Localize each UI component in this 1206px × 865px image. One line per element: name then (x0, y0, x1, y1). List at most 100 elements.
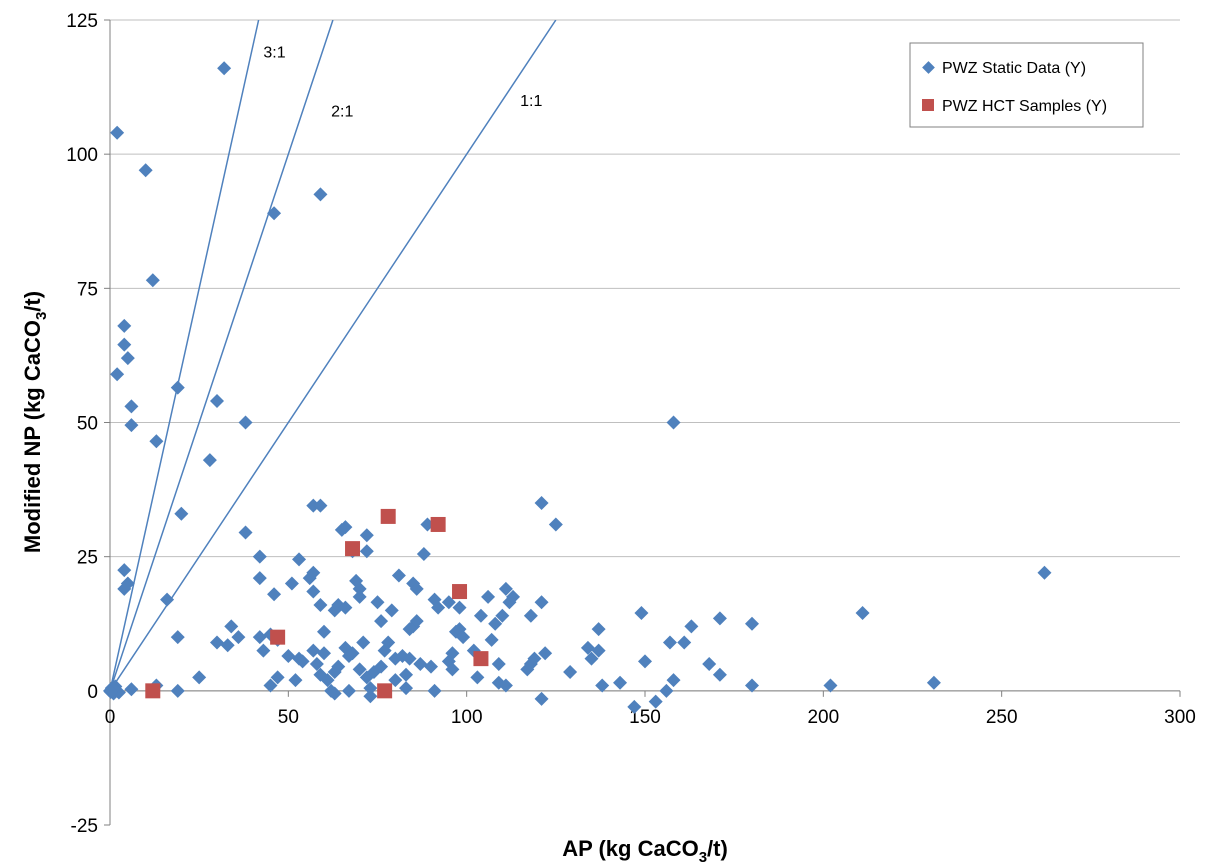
static-data-point (384, 603, 399, 618)
x-tick-label: 250 (986, 707, 1018, 728)
hct-sample-point (452, 584, 468, 600)
static-data-point (170, 380, 185, 395)
static-data-point (256, 643, 271, 658)
static-data-point (359, 528, 374, 543)
static-data-point (238, 525, 253, 540)
legend-label-static: PWZ Static Data (Y) (942, 60, 1086, 77)
static-data-point (481, 589, 496, 604)
ratio-label-1-1: 1:1 (520, 93, 542, 110)
static-data-point (110, 367, 125, 382)
static-data-point (491, 657, 506, 671)
static-data-point (174, 506, 189, 521)
static-data-point (117, 563, 132, 578)
static-data-point (149, 434, 164, 449)
legend: PWZ Static Data (Y) PWZ HCT Samples (Y) (909, 42, 1144, 128)
static-data-point (409, 581, 424, 596)
ratio-lines (110, 20, 557, 692)
static-data-point (823, 678, 838, 693)
static-data-point (120, 576, 135, 591)
static-data-point (170, 683, 185, 698)
hct-sample-point (377, 683, 393, 699)
static-data-point (202, 453, 217, 468)
static-data-point (103, 684, 118, 699)
static-data-point (252, 571, 267, 586)
static-data-point (295, 654, 310, 669)
static-data-point (399, 681, 414, 696)
static-data-point (217, 61, 232, 76)
static-data-point (648, 694, 663, 709)
static-data-point (210, 394, 224, 409)
static-data-point (659, 683, 674, 698)
y-tick-label: 25 (77, 548, 98, 569)
static-data-point (359, 544, 374, 559)
legend-box (909, 42, 1144, 128)
static-data-point (745, 678, 759, 693)
static-data-point (192, 670, 207, 685)
static-data-point (548, 517, 563, 532)
static-data-point (252, 630, 267, 645)
static-data-point (495, 608, 510, 623)
static-data-point (363, 689, 378, 704)
static-data-point (1037, 565, 1052, 580)
static-data-point (666, 673, 681, 688)
static-data-point (538, 646, 553, 661)
static-data-point (306, 584, 321, 599)
static-data-point (352, 581, 367, 596)
static-data-point (341, 683, 356, 698)
static-data-point (352, 662, 367, 677)
static-data-point (431, 600, 446, 615)
y-tick-labels: -25 0 25 50 75 100 125 (66, 11, 98, 837)
ratio-label-3-1: 3:1 (263, 45, 285, 62)
static-data-point (595, 678, 610, 693)
y-tick-label: 0 (87, 682, 98, 703)
static-data-point (292, 552, 307, 567)
static-data-point (288, 673, 303, 688)
static-data-point (638, 654, 652, 669)
static-data-point (399, 667, 414, 682)
x-tick-label: 150 (629, 707, 661, 728)
static-data-point (338, 600, 353, 615)
ratio-label-2-1: 2:1 (331, 104, 353, 121)
static-data-point (424, 659, 438, 674)
static-data-point (409, 614, 424, 629)
static-data-point (252, 549, 267, 564)
static-data-point (313, 187, 328, 202)
static-data-point (313, 597, 328, 612)
y-axis-title: Modified NP (kg CaCO3/t) (20, 291, 50, 553)
static-data-point (270, 670, 285, 685)
static-data-point (281, 648, 296, 663)
x-tick-label: 300 (1164, 707, 1196, 728)
static-data-point (238, 415, 253, 430)
y-tick-label: 100 (66, 145, 98, 166)
static-data-point (634, 606, 649, 621)
static-data-point (263, 678, 278, 693)
static-data-point (677, 635, 692, 650)
static-data-point (473, 608, 488, 623)
static-data-point (345, 646, 360, 661)
static-data-point (210, 635, 224, 650)
static-data-point (591, 622, 606, 637)
static-data-point (534, 691, 549, 706)
static-data-point (484, 632, 499, 647)
ratio-line-3-1 (110, 20, 260, 691)
static-data-point (267, 206, 282, 221)
static-data-point (124, 682, 139, 697)
ratio-line-1-1 (110, 20, 557, 692)
y-tick-label: 50 (77, 414, 98, 435)
static-data-point (684, 619, 699, 634)
static-data-point (666, 415, 681, 430)
static-data-point (427, 683, 442, 698)
legend-square-icon (922, 99, 934, 111)
static-data-point (445, 646, 460, 661)
static-data-point (145, 273, 160, 288)
static-data-point (470, 670, 485, 685)
hct-sample-point (430, 516, 446, 532)
static-data-point (591, 643, 606, 658)
static-data-point (381, 635, 396, 650)
static-data-point (124, 399, 139, 414)
static-data-point (498, 581, 513, 596)
data-points (103, 61, 1052, 714)
static-data-point (352, 589, 367, 604)
static-data-point (338, 520, 353, 535)
